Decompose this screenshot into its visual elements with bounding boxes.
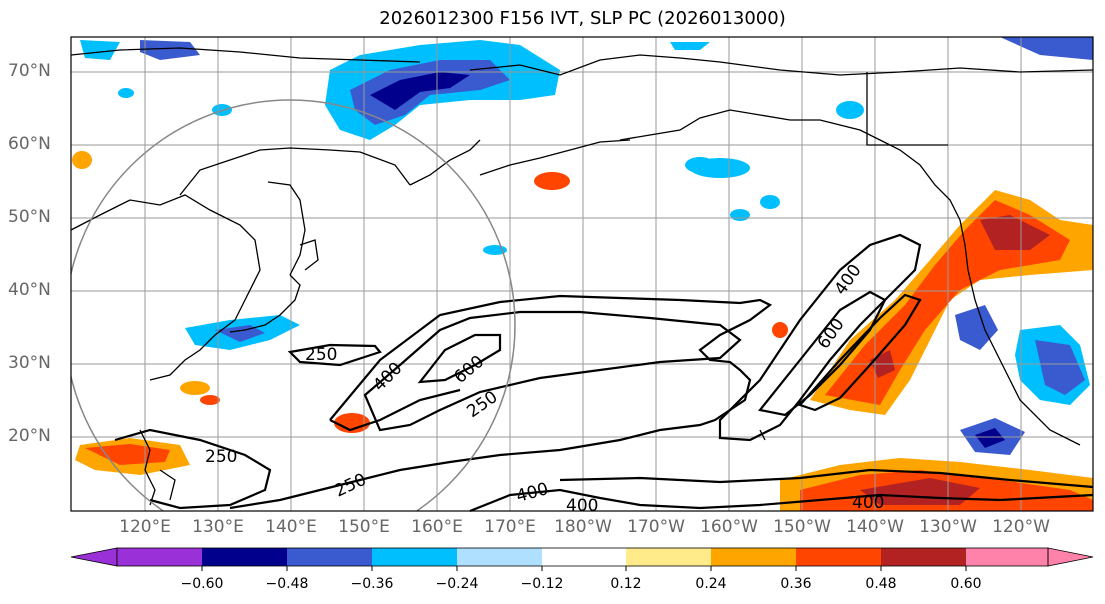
contour-label: 400 bbox=[566, 496, 598, 516]
colorbar-tick-label: 0.48 bbox=[865, 576, 897, 592]
lon-label: 150°W bbox=[773, 517, 831, 537]
lat-label: 40°N bbox=[8, 280, 51, 300]
contour-label: 250 bbox=[205, 447, 237, 467]
lon-label: 140°E bbox=[265, 517, 317, 537]
lon-label: 180°W bbox=[554, 517, 612, 537]
lon-label: 130°W bbox=[919, 517, 977, 537]
lat-label: 50°N bbox=[8, 207, 51, 227]
colorbar-tick-label: 0.12 bbox=[610, 576, 642, 592]
lat-label: 20°N bbox=[8, 426, 51, 446]
lat-label: 60°N bbox=[8, 134, 51, 154]
lon-label: 120°E bbox=[119, 517, 171, 537]
reference-circle bbox=[71, 99, 516, 511]
lon-label: 150°E bbox=[338, 517, 390, 537]
colorbar-tick-label: 0.36 bbox=[780, 576, 812, 592]
contour-label: 250 bbox=[305, 345, 337, 365]
lon-label: 140°W bbox=[846, 517, 904, 537]
lat-label: 30°N bbox=[8, 353, 51, 373]
plot-frame bbox=[70, 36, 1094, 512]
colorbar-tick-label: 0.24 bbox=[695, 576, 727, 592]
slp-contours bbox=[114, 233, 1094, 513]
lat-label: 70°N bbox=[8, 61, 51, 81]
colorbar bbox=[70, 547, 1094, 571]
lon-label: 120°W bbox=[992, 517, 1050, 537]
colorbar-tick-label: −0.24 bbox=[435, 576, 479, 592]
colorbar-tick-label: −0.36 bbox=[350, 576, 394, 592]
coastlines bbox=[70, 47, 1094, 506]
lon-label: 170°E bbox=[484, 517, 536, 537]
colorbar-tick-label: −0.48 bbox=[265, 576, 309, 592]
colorbar-tick-label: −0.12 bbox=[520, 576, 564, 592]
colorbar-tick-label: 0.60 bbox=[950, 576, 982, 592]
map-title: 2026012300 F156 IVT, SLP PC (2026013000) bbox=[379, 8, 786, 29]
lon-label: 170°W bbox=[627, 517, 685, 537]
lon-label: 160°E bbox=[411, 517, 463, 537]
colorbar-tick-label: −0.60 bbox=[180, 576, 224, 592]
contour-label: 400 bbox=[852, 493, 884, 513]
lon-label: 160°W bbox=[700, 517, 758, 537]
lon-label: 130°E bbox=[192, 517, 244, 537]
